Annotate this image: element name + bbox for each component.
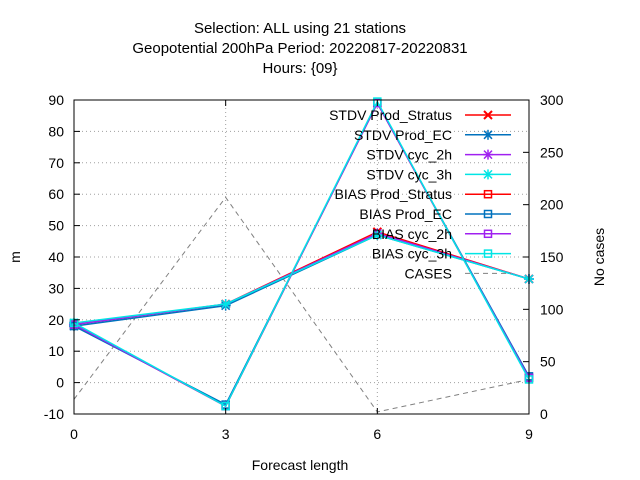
- legend-label: STDV cyc_2h: [366, 147, 452, 163]
- x-tick-label: 6: [373, 426, 381, 442]
- series-line-cases: [73, 196, 530, 413]
- data-point-stdv-cyc-3h: [220, 299, 231, 310]
- chart-title-line-3: Hours: {09}: [262, 60, 338, 77]
- y2-tick-label: 200: [540, 197, 564, 213]
- y-tick-label: 70: [48, 155, 64, 171]
- legend-label: BIAS Prod_Stratus: [334, 186, 452, 202]
- y-axis-label: m: [7, 251, 23, 263]
- cases-layer: [73, 196, 530, 413]
- legend-entry-cases: CASES: [405, 265, 511, 281]
- y-tick-label: -10: [44, 406, 64, 422]
- x-tick-label: 0: [70, 426, 78, 442]
- legend-label: CASES: [405, 265, 452, 281]
- legend-marker: [483, 149, 493, 160]
- legend-entry-bias-cyc-2h: BIAS cyc_2h: [372, 226, 511, 242]
- y-tick-label: 50: [48, 218, 64, 234]
- x-tick-label: 9: [525, 426, 533, 442]
- series-line-stdv-cyc-3h: [73, 234, 530, 324]
- legend-marker: [483, 249, 493, 258]
- series-line-stdv-prod-ec: [73, 234, 530, 327]
- y2-tick-label: 0: [540, 406, 548, 422]
- legend-entry-bias-prod-stratus: BIAS Prod_Stratus: [334, 186, 511, 202]
- legend-marker: [483, 110, 493, 120]
- grid: [74, 100, 529, 414]
- y2-tick-label: 150: [540, 249, 564, 265]
- legend-label: BIAS Prod_EC: [359, 206, 452, 222]
- legend-label: BIAS cyc_3h: [372, 246, 452, 262]
- y-tick-label: 60: [48, 186, 64, 202]
- series-bias-cyc-3h: [69, 97, 534, 411]
- legend: STDV Prod_Stratus STDV Prod_EC STDV cyc_2h…: [329, 107, 511, 281]
- x-tick-label: 3: [222, 426, 230, 442]
- y2-axis-label: No cases: [591, 228, 607, 286]
- chart-title-line-2: Geopotential 200hPa Period: 20220817-202…: [132, 40, 468, 57]
- series-stdv-prod-stratus: [69, 227, 534, 330]
- series-line-stdv-cyc-2h: [73, 232, 530, 326]
- legend-marker: [483, 169, 493, 180]
- legend-entry-stdv-prod-ec: STDV Prod_EC: [354, 127, 511, 143]
- legend-entry-bias-cyc-3h: BIAS cyc_3h: [372, 246, 511, 262]
- legend-marker: [483, 129, 493, 140]
- legend-label: STDV Prod_EC: [354, 127, 452, 143]
- legend-label: STDV cyc_3h: [366, 166, 452, 182]
- legend-marker: [483, 209, 493, 219]
- chart-title-line-1: Selection: ALL using 21 stations: [193, 20, 407, 37]
- legend-entry-bias-prod-ec: BIAS Prod_EC: [359, 206, 511, 222]
- series-line-bias-cyc-3h: [73, 99, 530, 408]
- legend-entry-stdv-cyc-3h: STDV cyc_3h: [366, 166, 511, 182]
- legend-entry-stdv-prod-stratus: STDV Prod_Stratus: [329, 107, 511, 123]
- y-tick-label: 40: [48, 249, 64, 265]
- y-tick-label: 10: [48, 343, 64, 359]
- y2-tick-label: 250: [540, 144, 564, 160]
- y2-tick-label: 100: [540, 301, 564, 317]
- y2-tick-label: 50: [540, 354, 556, 370]
- legend-marker: [483, 189, 493, 199]
- y-tick-label: 30: [48, 280, 64, 296]
- series-stdv-cyc-3h: [69, 230, 534, 328]
- y-tick-label: 0: [56, 375, 64, 391]
- data-point-stdv-cyc-3h: [372, 230, 383, 241]
- y-tick-label: 80: [48, 123, 64, 139]
- y-tick-label: 20: [48, 312, 64, 328]
- series-layer: [69, 97, 534, 411]
- axes: -100102030405060708090050100150200250300…: [44, 92, 564, 442]
- series-line-stdv-prod-stratus: [73, 231, 530, 326]
- y2-tick-label: 300: [540, 92, 564, 108]
- x-axis-label: Forecast length: [252, 457, 349, 473]
- series-cases: [73, 196, 530, 413]
- legend-marker: [483, 229, 493, 239]
- legend-entry-stdv-cyc-2h: STDV cyc_2h: [366, 147, 511, 163]
- y-tick-label: 90: [48, 92, 64, 108]
- legend-label: STDV Prod_Stratus: [329, 107, 452, 123]
- legend-label: BIAS cyc_2h: [372, 226, 452, 242]
